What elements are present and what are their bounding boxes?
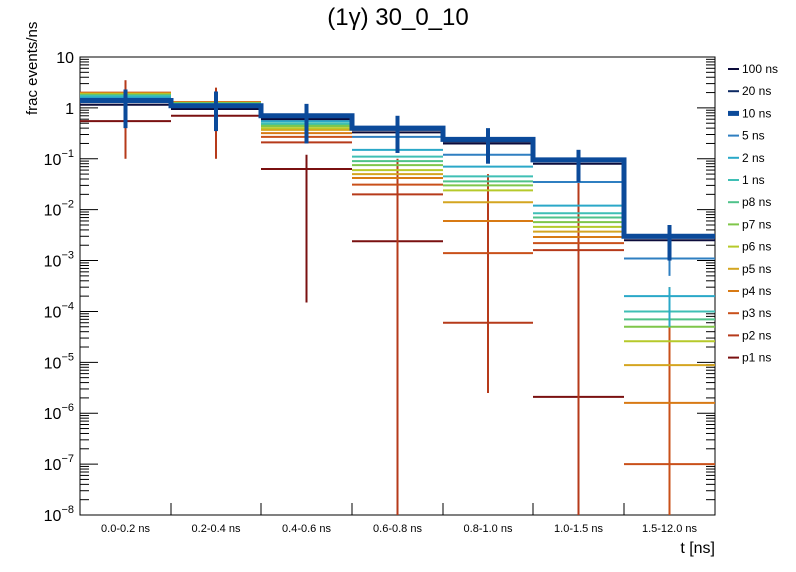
y-tick-base: 10 <box>44 304 62 321</box>
legend-label: 100 ns <box>742 62 778 76</box>
y-tick-base: 1 <box>65 101 74 118</box>
y-tick-exponent: −2 <box>61 199 74 211</box>
x-tick-label: 0.0-0.2 ns <box>101 523 150 535</box>
y-tick-label: 1 <box>65 101 74 118</box>
y-tick-base: 10 <box>44 152 62 169</box>
y-tick-base: 10 <box>44 355 62 372</box>
y-tick-base: 10 <box>44 406 62 423</box>
y-tick-label: 10−1 <box>44 148 74 169</box>
y-tick-label: 10−2 <box>44 199 74 220</box>
x-tick-label: 1.0-1.5 ns <box>554 523 603 535</box>
y-tick-exponent: −7 <box>61 453 74 465</box>
legend-label: 10 ns <box>742 106 771 120</box>
legend-label: p5 ns <box>742 262 771 276</box>
legend-label: p4 ns <box>742 284 771 298</box>
y-tick-exponent: −3 <box>61 250 74 262</box>
legend-label: 2 ns <box>742 151 765 165</box>
legend-label: 20 ns <box>742 84 771 98</box>
y-tick-label: 10−4 <box>44 300 74 321</box>
x-axis-label: t [ns] <box>680 540 715 557</box>
y-tick-label: 10−3 <box>44 250 74 271</box>
y-tick-base: 10 <box>44 254 62 271</box>
y-tick-label: 10−8 <box>44 504 74 525</box>
y-tick-base: 10 <box>56 50 74 67</box>
legend-label: p1 ns <box>742 351 771 365</box>
x-tick-label: 0.8-1.0 ns <box>464 523 513 535</box>
legend-label: 1 ns <box>742 173 765 187</box>
y-tick-label: 10−5 <box>44 351 74 372</box>
x-tick-label: 1.5-12.0 ns <box>642 523 698 535</box>
y-tick-exponent: −4 <box>61 300 74 312</box>
legend-label: p3 ns <box>742 306 771 320</box>
y-tick-base: 10 <box>44 457 62 474</box>
y-tick-exponent: −1 <box>61 148 74 160</box>
legend-label: p7 ns <box>742 217 771 231</box>
legend-label: p2 ns <box>742 328 771 342</box>
legend-label: p8 ns <box>742 195 771 209</box>
chart-title: (1γ) 30_0_10 <box>327 4 469 31</box>
y-tick-exponent: −6 <box>61 402 74 414</box>
x-tick-label: 0.2-0.4 ns <box>192 523 241 535</box>
y-tick-base: 10 <box>44 508 62 525</box>
x-tick-label: 0.6-0.8 ns <box>373 523 422 535</box>
legend-label: p6 ns <box>742 240 771 254</box>
legend-label: 5 ns <box>742 129 765 143</box>
x-tick-label: 0.4-0.6 ns <box>282 523 331 535</box>
y-tick-base: 10 <box>44 203 62 220</box>
y-tick-exponent: −8 <box>61 504 74 516</box>
y-tick-label: 10 <box>56 50 74 67</box>
y-tick-label: 10−6 <box>44 402 74 423</box>
y-tick-exponent: −5 <box>61 351 74 363</box>
y-tick-label: 10−7 <box>44 453 74 474</box>
